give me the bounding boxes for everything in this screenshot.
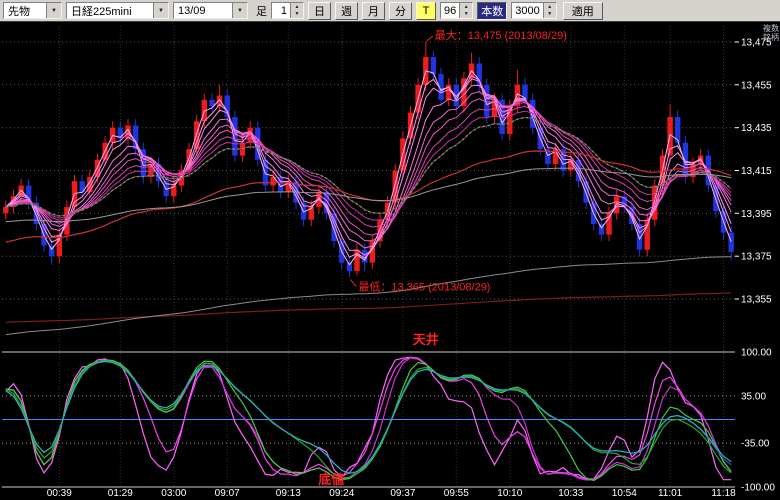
instrument-type-select[interactable]: 先物 ▼	[3, 2, 62, 19]
chart-canvas[interactable]: 00:39 01:29 03:00 09:07 09:13 09:24 09:37 09:55…	[0, 22, 780, 500]
svg-text:11:01: 11:01	[658, 488, 683, 499]
interval-label: 足	[256, 5, 267, 18]
tick-chart-button[interactable]: T	[416, 1, 436, 20]
svg-text:35.00: 35.00	[741, 391, 766, 402]
annotations-layer: 最大：13,475 (2013/08/29) 最低：13,365 (2013/08…	[318, 28, 567, 487]
oscillator-layer	[5, 356, 732, 482]
stepper-arrows-icon[interactable]: ▲ ▼	[542, 3, 556, 18]
svg-text:13,415: 13,415	[741, 166, 772, 177]
interval-stepper[interactable]: 1 ▲ ▼	[271, 2, 304, 19]
svg-text:天井: 天井	[413, 332, 439, 347]
multi-symbol-tab[interactable]: 複数銘柄	[763, 24, 779, 42]
svg-text:11:18: 11:18	[711, 488, 736, 499]
interval-value: 1	[280, 4, 287, 17]
symbol-value: 日経225mini	[71, 5, 132, 18]
count-value: 3000	[515, 4, 540, 17]
svg-text:-100.00: -100.00	[741, 483, 775, 494]
bars-stepper[interactable]: 96 ▲ ▼	[440, 2, 474, 19]
instrument-type-value: 先物	[8, 5, 30, 18]
svg-text:-35.00: -35.00	[741, 439, 770, 450]
svg-text:10:10: 10:10	[497, 488, 522, 499]
svg-text:13,455: 13,455	[741, 80, 772, 91]
svg-text:13,435: 13,435	[741, 123, 772, 134]
chevron-down-icon[interactable]: ▼	[232, 3, 247, 18]
svg-text:10:33: 10:33	[558, 488, 583, 499]
symbol-select[interactable]: 日経225mini ▼	[66, 2, 169, 19]
svg-text:最低：13,365 (2013/08/29): 最低：13,365 (2013/08/29)	[358, 281, 490, 294]
contract-month-value: 13/09	[178, 4, 206, 17]
period-month-button[interactable]: 月	[362, 1, 385, 20]
apply-button[interactable]: 適用	[562, 1, 603, 20]
svg-text:09:13: 09:13	[276, 488, 301, 499]
svg-text:13,395: 13,395	[741, 209, 772, 220]
period-minute-button[interactable]: 分	[389, 1, 412, 20]
svg-text:13,475: 13,475	[741, 38, 772, 49]
chart-area[interactable]: 00:39 01:29 03:00 09:07 09:13 09:24 09:37 09:55…	[0, 22, 780, 500]
svg-text:底値: 底値	[318, 472, 344, 487]
svg-text:09:37: 09:37	[390, 488, 415, 499]
moving-average-layer	[5, 69, 732, 336]
svg-text:最大：13,475 (2013/08/29): 最大：13,475 (2013/08/29)	[435, 28, 567, 42]
svg-text:03:00: 03:00	[161, 488, 186, 499]
svg-text:13,375: 13,375	[741, 252, 772, 263]
bars-value: 96	[444, 4, 457, 17]
count-stepper[interactable]: 3000 ▲ ▼	[511, 2, 557, 19]
axis-labels: 00:39 01:29 03:00 09:07 09:13 09:24 09:37 09:55…	[47, 38, 776, 500]
stepper-arrows-icon[interactable]: ▲ ▼	[290, 3, 303, 18]
svg-text:13,355: 13,355	[741, 295, 772, 306]
period-day-button[interactable]: 日	[308, 1, 331, 20]
svg-text:00:39: 00:39	[47, 488, 72, 499]
svg-text:09:55: 09:55	[444, 488, 469, 499]
chevron-down-icon[interactable]: ▼	[153, 3, 168, 18]
svg-text:09:07: 09:07	[215, 488, 240, 499]
svg-text:100.00: 100.00	[741, 348, 772, 359]
bars-toggle-button[interactable]: 本数	[477, 1, 508, 20]
period-week-button[interactable]: 週	[335, 1, 358, 20]
toolbar: 先物 ▼ 日経225mini ▼ 13/09 ▼ 足 1 ▲ ▼ 日 週 月 分 …	[0, 0, 780, 22]
svg-text:10:54: 10:54	[612, 488, 637, 499]
grid-layer	[2, 26, 739, 488]
stepper-arrows-icon[interactable]: ▲ ▼	[459, 3, 473, 18]
chevron-down-icon[interactable]: ▼	[46, 3, 61, 18]
contract-month-select[interactable]: 13/09 ▼	[173, 2, 248, 19]
svg-text:01:29: 01:29	[108, 488, 133, 499]
svg-text:09:24: 09:24	[329, 488, 354, 499]
